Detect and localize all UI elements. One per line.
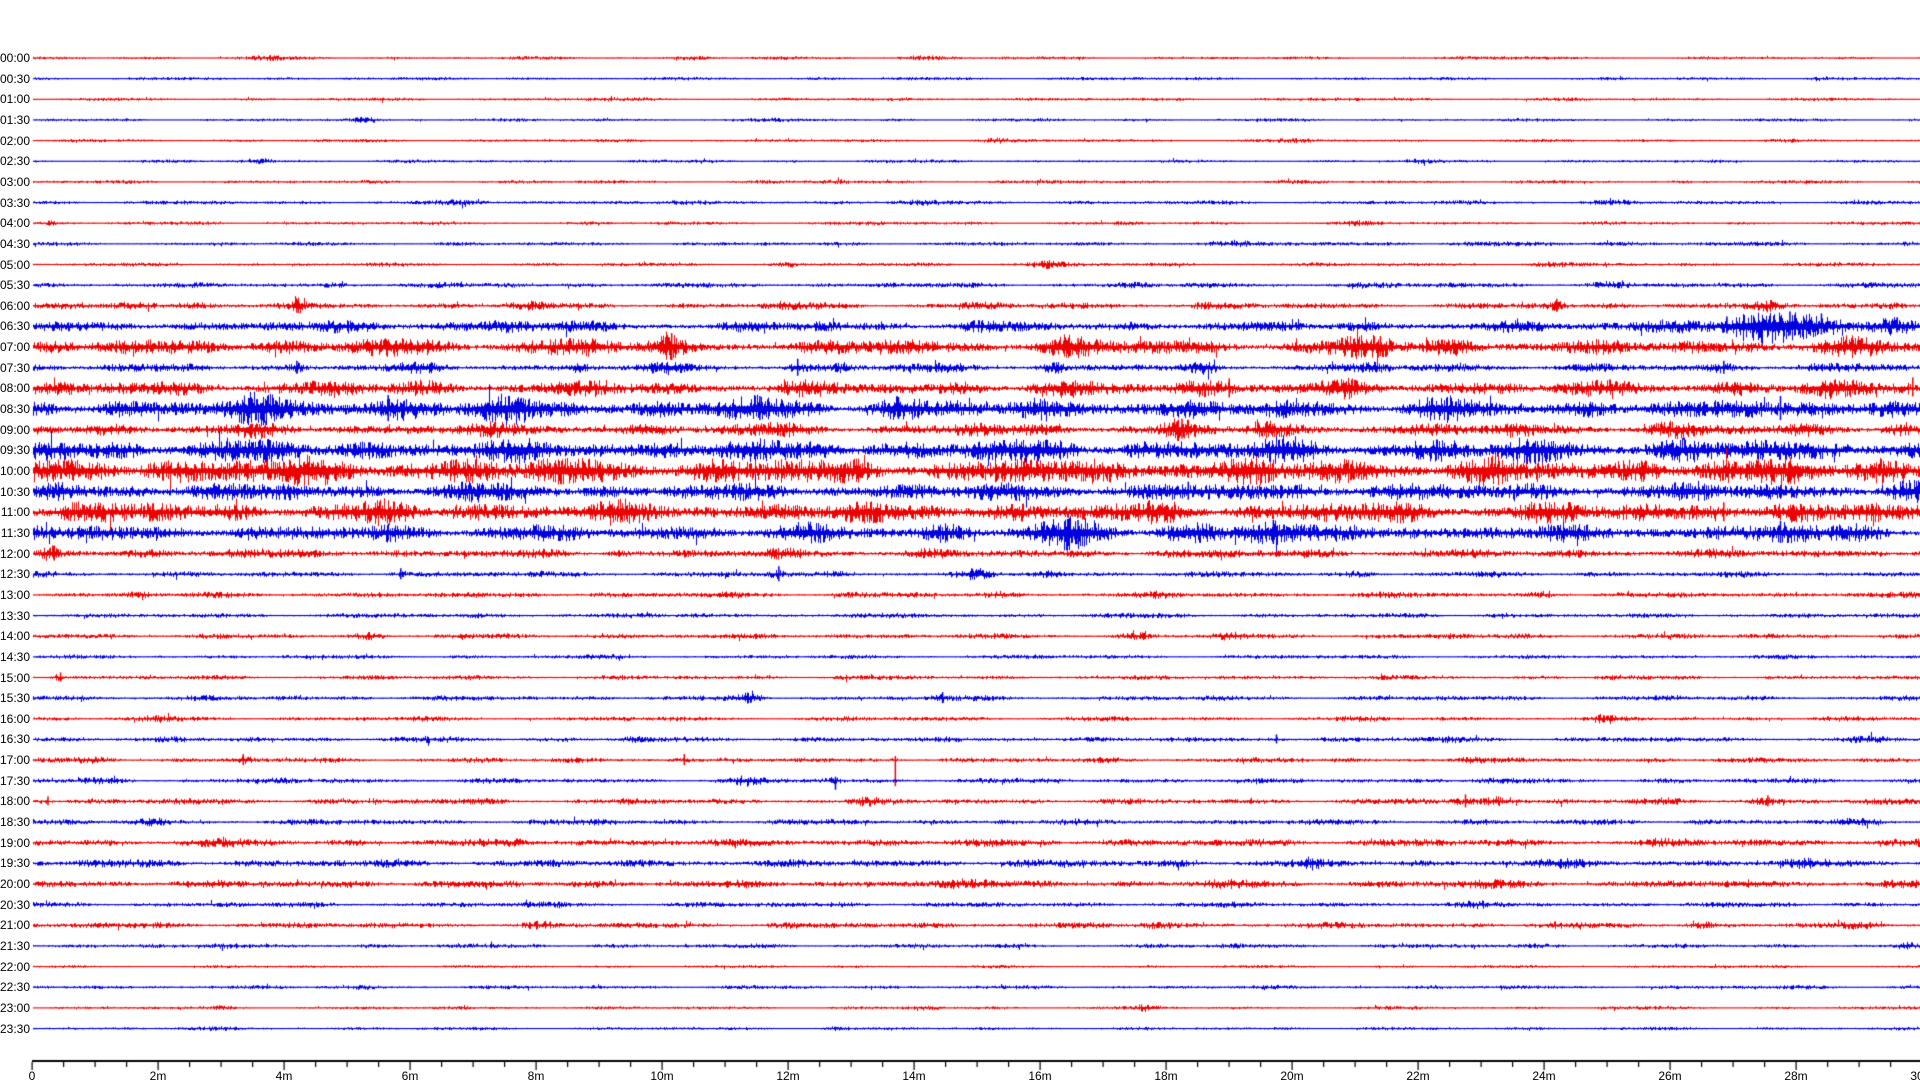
trace-row-label: 09:30 bbox=[0, 443, 31, 458]
x-tick-label: 10m bbox=[650, 1069, 674, 1080]
trace-row-label: 20:00 bbox=[0, 877, 31, 891]
trace-row-label: 00:30 bbox=[0, 71, 31, 86]
trace-row-label: 01:00 bbox=[0, 92, 31, 107]
trace-row-label: 21:00 bbox=[0, 918, 31, 933]
trace-row-label: 13:00 bbox=[0, 587, 31, 602]
x-tick-label: 12m bbox=[776, 1069, 800, 1080]
trace-row-label: 10:30 bbox=[0, 484, 31, 499]
trace-row-label: 02:00 bbox=[0, 133, 31, 148]
x-tick-label: 2m bbox=[149, 1069, 167, 1080]
trace-row-label: 14:00 bbox=[0, 629, 31, 644]
trace-row-label: 22:30 bbox=[0, 980, 31, 995]
trace-row-label: 15:30 bbox=[0, 691, 31, 706]
trace-row-label: 23:00 bbox=[0, 1000, 31, 1015]
trace-row-label: 05:00 bbox=[0, 257, 31, 272]
trace-row-label: 17:30 bbox=[0, 773, 31, 788]
trace-row-label: 23:30 bbox=[0, 1021, 31, 1036]
trace-row-label: 02:30 bbox=[0, 154, 31, 169]
trace-row-label: 15:00 bbox=[0, 670, 31, 685]
trace-row-label: 10:00 bbox=[0, 464, 31, 478]
x-tick-label: 20m bbox=[1280, 1069, 1304, 1080]
trace-row-label: 16:30 bbox=[0, 732, 31, 747]
trace-row-label: 03:00 bbox=[0, 174, 31, 189]
trace-row-label: 04:00 bbox=[0, 216, 31, 231]
trace-row-label: 06:00 bbox=[0, 298, 31, 313]
trace-row-label: 00:00 bbox=[0, 51, 31, 65]
trace-row-label: 18:30 bbox=[0, 815, 31, 830]
x-tick-label: 16m bbox=[1028, 1069, 1052, 1080]
trace-row-label: 11:00 bbox=[0, 505, 30, 520]
x-tick-label: 0 bbox=[28, 1069, 36, 1080]
trace-row-label: 19:30 bbox=[0, 856, 31, 871]
trace-row-label: 12:00 bbox=[0, 546, 31, 561]
trace-row-label: 04:30 bbox=[0, 236, 31, 251]
x-tick-label: 24m bbox=[1532, 1069, 1556, 1080]
trace-row-label: 18:00 bbox=[0, 794, 31, 809]
trace-row-label: 21:30 bbox=[0, 938, 31, 953]
trace-row-label: 07:30 bbox=[0, 360, 31, 375]
trace-row-label: 09:00 bbox=[0, 422, 31, 437]
trace-row-label: 16:00 bbox=[0, 711, 31, 726]
trace-row-label: 17:00 bbox=[0, 753, 31, 768]
x-tick-label: 28m bbox=[1784, 1069, 1808, 1080]
x-tick-label: 22m bbox=[1406, 1069, 1430, 1080]
trace-row-label: 08:30 bbox=[0, 402, 31, 417]
x-tick-label: 18m bbox=[1154, 1069, 1178, 1080]
trace-row-label: 06:30 bbox=[0, 319, 31, 334]
trace-row-label: 07:00 bbox=[0, 340, 31, 355]
trace-row-label: 20:30 bbox=[0, 897, 31, 912]
x-tick-label: 8m bbox=[527, 1069, 545, 1080]
trace-row-label: 14:30 bbox=[0, 649, 31, 664]
trace-row-label: 13:30 bbox=[0, 608, 31, 623]
trace-row-label: 11:30 bbox=[0, 525, 30, 540]
trace-row-label: 22:00 bbox=[0, 959, 31, 974]
trace-row-label: 19:00 bbox=[0, 835, 31, 850]
trace-row-label: 03:30 bbox=[0, 195, 31, 210]
trace-row-label: 08:00 bbox=[0, 381, 31, 396]
x-tick-label: 26m bbox=[1658, 1069, 1682, 1080]
trace-row-label: 01:30 bbox=[0, 112, 31, 127]
x-tick-label: 4m bbox=[275, 1069, 293, 1080]
trace-row-label: 12:30 bbox=[0, 567, 31, 582]
x-tick-label: 6m bbox=[401, 1069, 419, 1080]
x-tick-label: 14m bbox=[902, 1069, 926, 1080]
x-tick-label: 30m bbox=[1910, 1069, 1920, 1080]
trace-row-label: 05:30 bbox=[0, 278, 31, 293]
